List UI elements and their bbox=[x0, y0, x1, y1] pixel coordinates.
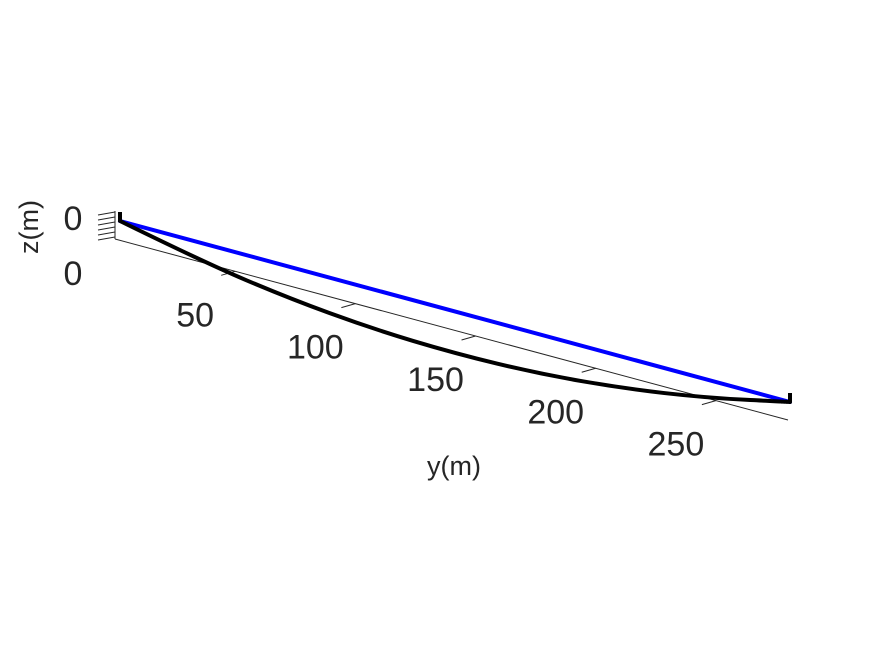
z-tick bbox=[97, 216, 116, 221]
z-tick bbox=[97, 226, 116, 231]
z-tick bbox=[97, 221, 116, 226]
y-tick-label: 250 bbox=[648, 426, 705, 464]
y-tick-label: 50 bbox=[176, 296, 214, 334]
y-tick bbox=[581, 367, 596, 373]
y-tick-label: 150 bbox=[407, 361, 464, 399]
y-tick bbox=[701, 400, 717, 406]
plot-area: 0 0 50 100 150 200 250 y(m) z(m) bbox=[14, 200, 792, 481]
z-tick-label: 0 bbox=[64, 255, 83, 293]
y-tick-label: 200 bbox=[527, 393, 584, 431]
z-axis-ticks bbox=[97, 211, 116, 241]
z-tick-labels: 0 0 bbox=[64, 200, 83, 293]
series-line-0 bbox=[118, 219, 792, 404]
series-line-1 bbox=[118, 219, 792, 404]
y-tick-label: 100 bbox=[287, 329, 344, 367]
series-layer bbox=[118, 212, 792, 404]
y-tick bbox=[341, 303, 356, 309]
z-tick-label: 0 bbox=[64, 200, 83, 238]
y-tick-labels: 50 100 150 200 250 bbox=[176, 296, 704, 463]
z-tick bbox=[97, 211, 116, 216]
z-axis-label: z(m) bbox=[14, 200, 44, 254]
z-tick bbox=[97, 231, 116, 236]
z-tick bbox=[97, 236, 116, 241]
y-axis-label: y(m) bbox=[427, 451, 481, 481]
y-axis-line bbox=[114, 238, 789, 421]
y-tick bbox=[461, 335, 476, 341]
